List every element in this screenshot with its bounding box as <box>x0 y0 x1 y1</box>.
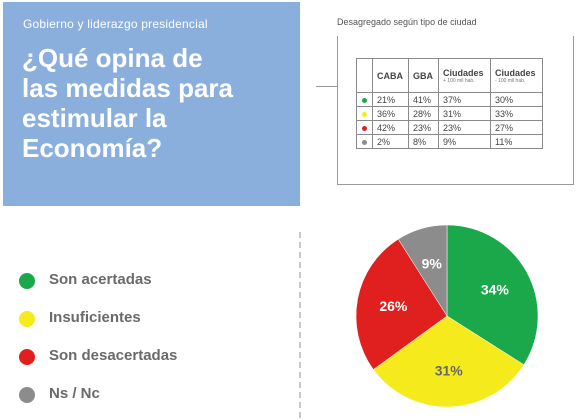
row-color-dot <box>362 139 367 145</box>
legend-dot <box>19 349 35 365</box>
slice-son-acertadas <box>446 224 539 366</box>
legend-label: Ns / Nc <box>49 385 100 402</box>
section-kicker: Gobierno y liderazgo presidencial <box>23 17 208 31</box>
row-color-dot <box>362 97 367 103</box>
table-title: Desagregado según tipo de ciudad <box>337 17 477 27</box>
table-header-row: CABA GBA Ciudades + 100 mil hab. Ciudades… <box>356 58 543 93</box>
table-row: 2% 8% 9% 11% <box>356 134 543 149</box>
section-divider <box>299 232 301 418</box>
table-frame <box>337 36 574 185</box>
table-cell: 27% <box>490 120 543 135</box>
slice-value-label: 34% <box>481 282 510 298</box>
column-header-caba: CABA <box>372 58 409 93</box>
slice-value-label: 9% <box>422 256 443 272</box>
table-cell: 11% <box>490 134 543 149</box>
slice-son-desacertadas <box>355 238 448 370</box>
legend-dot <box>19 273 35 289</box>
table-row: 36% 28% 31% 33% <box>356 106 543 121</box>
title-panel: Gobierno y liderazgo presidencial ¿Qué o… <box>3 2 300 206</box>
page-title: ¿Qué opina de las medidas para estimular… <box>22 43 233 163</box>
legend-label: Insuficientes <box>49 309 141 326</box>
row-color-dot <box>362 125 367 131</box>
row-color-dot <box>362 111 367 117</box>
table-row: 42% 23% 23% 27% <box>356 120 543 135</box>
city-breakdown-table: CABA GBA Ciudades + 100 mil hab. Ciudades… <box>356 58 543 149</box>
legend-dot <box>19 311 35 327</box>
column-subheader: - 100 mil hab. <box>495 77 526 84</box>
table-row: 21% 41% 37% 30% <box>356 92 543 107</box>
connector-line <box>316 86 337 87</box>
legend-label: Son desacertadas <box>49 347 178 364</box>
column-subheader: + 100 mil hab. <box>443 77 475 84</box>
legend-dot <box>19 387 35 403</box>
slice-ns-nc <box>397 224 448 317</box>
slice-value-label: 26% <box>379 298 408 314</box>
legend-label: Son acertadas <box>49 271 152 288</box>
column-header-cities-small: Ciudades - 100 mil hab. <box>490 58 543 93</box>
slice-value-label: 31% <box>435 363 464 379</box>
slice-insuficientes <box>373 315 525 408</box>
